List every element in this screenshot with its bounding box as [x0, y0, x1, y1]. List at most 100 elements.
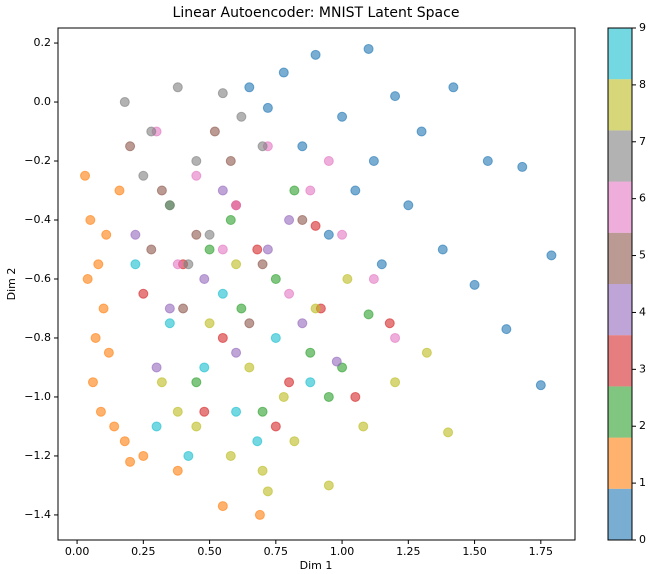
data-point [342, 273, 353, 284]
y-tick-label: −0.2 [24, 154, 51, 167]
data-point [284, 215, 295, 225]
x-tick-label: 1.00 [330, 545, 355, 558]
chart-title: Linear Autoencoder: MNIST Latent Space [173, 5, 460, 21]
y-axis-label: Dim 2 [5, 268, 18, 301]
data-point [93, 259, 104, 270]
data-point [376, 259, 387, 270]
data-point [146, 244, 157, 255]
data-point [350, 391, 361, 402]
colorbar-band [608, 181, 632, 233]
data-point [217, 185, 228, 196]
data-point [103, 347, 114, 358]
data-point [323, 229, 334, 240]
colorbar-band [608, 437, 632, 489]
x-tick-label: 0.00 [65, 545, 90, 558]
colorbar-tick-label: 9 [639, 21, 646, 34]
data-point [191, 421, 202, 432]
data-point [278, 391, 289, 402]
x-tick-label: 1.50 [462, 545, 487, 558]
data-point [98, 303, 109, 314]
data-point [231, 200, 242, 211]
colorbar-tick-label: 7 [639, 135, 646, 148]
colorbar-band [608, 79, 632, 131]
y-tick-label: −0.8 [24, 331, 51, 344]
data-point [172, 406, 183, 417]
data-point [244, 362, 255, 373]
data-point [546, 250, 557, 261]
y-tick-label: 0.2 [34, 36, 52, 49]
data-point [390, 377, 401, 388]
x-tick-label: 0.75 [264, 545, 289, 558]
data-point [119, 436, 130, 447]
y-tick-label: −1.2 [24, 449, 51, 462]
x-axis-label: Dim 1 [300, 559, 333, 572]
data-point [225, 156, 236, 167]
x-tick-label: 1.25 [396, 545, 421, 558]
data-point [164, 318, 175, 329]
data-point [278, 67, 289, 78]
data-point [178, 303, 189, 314]
colorbar-band [608, 386, 632, 438]
data-point [119, 97, 130, 108]
data-point [217, 88, 228, 99]
data-point [270, 273, 281, 284]
data-point [257, 465, 268, 476]
colorbar-band [608, 335, 632, 387]
data-point [151, 362, 162, 373]
colorbar-frame [607, 27, 633, 541]
data-point [199, 273, 210, 284]
colorbar-tick-label: 0 [639, 533, 646, 546]
data-point [217, 244, 228, 255]
data-point [82, 273, 93, 284]
data-point [236, 303, 247, 314]
data-point [390, 332, 401, 343]
data-point [310, 303, 321, 314]
data-point [337, 229, 348, 240]
data-point [337, 111, 348, 122]
colorbar-tick-label: 8 [639, 78, 646, 91]
data-point [257, 259, 268, 270]
data-point [289, 185, 300, 196]
data-point [244, 82, 255, 93]
data-point [384, 318, 395, 329]
data-point [363, 309, 374, 320]
colorbar-band [608, 130, 632, 182]
x-tick-label: 1.75 [529, 545, 554, 558]
data-point [225, 215, 236, 225]
colorbar-tick-label: 2 [639, 419, 646, 432]
data-point [95, 406, 106, 417]
colorbar-tick-label: 3 [639, 362, 646, 375]
data-point [125, 141, 136, 152]
data-point [244, 318, 255, 329]
data-point [448, 82, 459, 93]
data-point [368, 156, 379, 167]
data-point [310, 220, 321, 231]
data-point [469, 279, 480, 290]
data-point [151, 421, 162, 432]
data-point [87, 377, 98, 388]
data-point [535, 380, 546, 391]
data-point [284, 288, 295, 299]
y-tick-label: −1.0 [24, 390, 51, 403]
data-point [305, 377, 316, 388]
colorbar-band [608, 284, 632, 336]
data-point [257, 141, 268, 152]
data-point [421, 347, 432, 358]
data-point [437, 244, 448, 255]
data-point [231, 259, 242, 270]
data-point [297, 215, 308, 225]
data-point [114, 185, 125, 196]
data-point [517, 161, 528, 172]
data-point [183, 450, 194, 461]
data-point [130, 259, 141, 270]
colorbar-tick-label: 5 [639, 249, 646, 262]
data-point [172, 465, 183, 476]
data-point [310, 49, 321, 60]
data-point [225, 450, 236, 461]
data-point [390, 91, 401, 102]
data-point [284, 377, 295, 388]
data-point [109, 421, 120, 432]
data-point [156, 185, 167, 196]
data-point [331, 356, 342, 367]
data-point [164, 303, 175, 314]
